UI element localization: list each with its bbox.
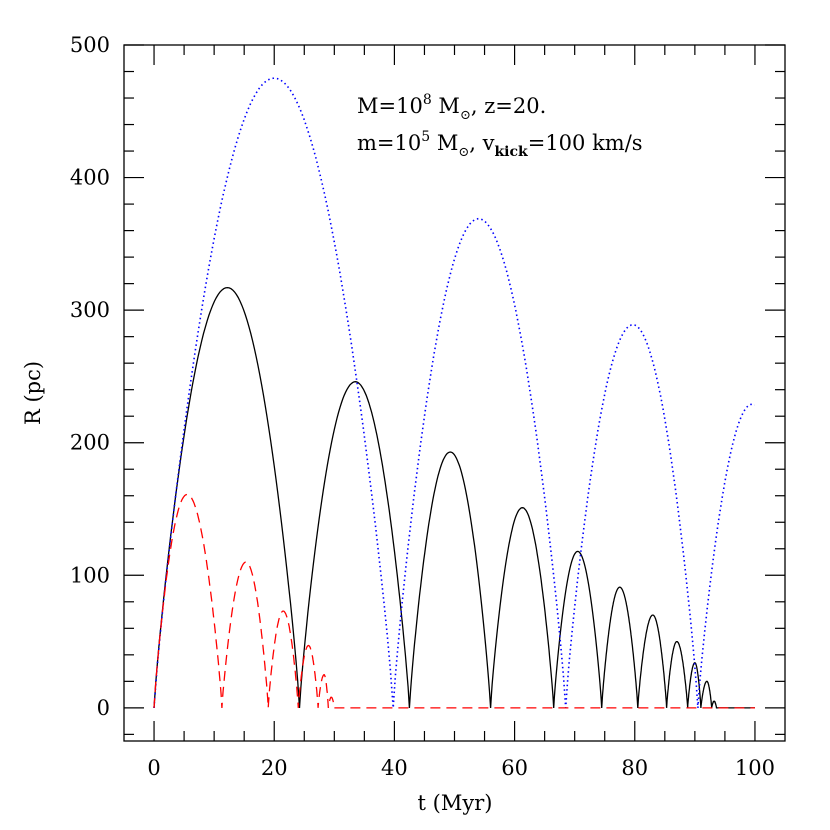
x-tick-label: 100	[735, 756, 775, 780]
y-tick-label: 400	[70, 166, 110, 190]
x-tick-label: 40	[381, 756, 408, 780]
x-tick-label: 20	[261, 756, 288, 780]
y-tick-label: 100	[70, 563, 110, 587]
x-axis-label: t (Myr)	[418, 791, 493, 815]
series-line-dotted	[153, 77, 756, 708]
y-tick-label: 300	[70, 298, 110, 322]
x-tick-label: 0	[147, 756, 160, 780]
annotation-line-1: M=108 M⊙, z=20.	[357, 92, 546, 123]
y-tick-label: 0	[97, 696, 110, 720]
y-tick-label: 200	[70, 431, 110, 455]
y-tick-label: 500	[70, 33, 110, 57]
plot-frame	[123, 44, 786, 742]
y-axis-label: R (pc)	[21, 361, 45, 425]
annotation-line-2: m=105 M⊙, vkick=100 km/s	[357, 129, 643, 160]
series-layer	[153, 77, 756, 709]
x-tick-label: 80	[621, 756, 648, 780]
series-line-solid	[153, 286, 755, 709]
x-tick-label: 60	[501, 756, 528, 780]
ticks: 0 20 40 60 80 100 0 100 200 300 400 500	[70, 33, 785, 780]
series-line-dashed	[153, 493, 755, 709]
